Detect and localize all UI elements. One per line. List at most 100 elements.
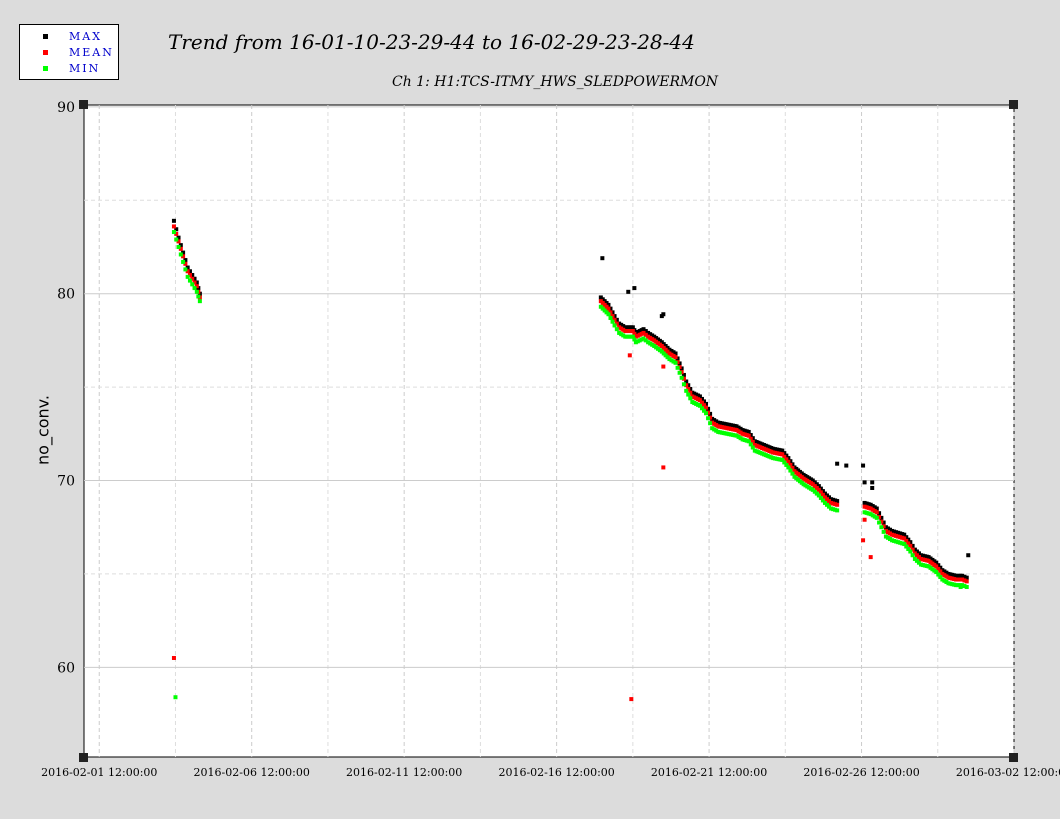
max-outlier-point	[870, 485, 875, 490]
max-point	[178, 243, 183, 248]
mean-point	[964, 579, 969, 584]
min-point	[910, 553, 915, 558]
min-point	[954, 583, 959, 588]
mean-point	[744, 433, 749, 438]
mean-point	[862, 504, 867, 509]
mean-point	[679, 370, 684, 375]
mean-point	[962, 578, 967, 583]
mean-point	[902, 536, 907, 541]
max-point	[864, 501, 869, 506]
max-point	[888, 527, 892, 532]
max-outlier-point	[632, 286, 637, 291]
mean-point	[940, 571, 945, 576]
mean-point	[914, 553, 919, 558]
mean-point	[686, 386, 691, 391]
max-point	[194, 280, 199, 285]
max-point	[699, 396, 704, 401]
max-point	[862, 500, 867, 505]
mean-point	[780, 452, 785, 457]
mean-point	[896, 534, 901, 539]
mean-point	[835, 502, 840, 507]
max-point	[677, 361, 682, 366]
min-point	[812, 489, 817, 494]
mean-point	[675, 360, 680, 365]
mean-point	[879, 519, 884, 524]
mean-point	[650, 337, 655, 342]
max-point	[679, 366, 684, 371]
max-point	[714, 419, 719, 424]
max-point	[818, 486, 823, 491]
mean-point	[643, 332, 648, 337]
mean-point	[740, 431, 745, 436]
y-tick-label: 80	[57, 287, 75, 303]
mean-outlier-point	[661, 364, 666, 369]
min-point	[621, 333, 626, 338]
min-point	[962, 584, 967, 589]
mean-point	[187, 273, 192, 278]
max-point	[892, 529, 897, 534]
mean-outlier-point	[661, 465, 666, 470]
mean-point	[677, 365, 682, 370]
min-point	[912, 556, 917, 561]
min-point	[194, 289, 199, 294]
max-point	[902, 532, 907, 537]
legend-label-max: MAX	[69, 30, 103, 43]
min-point	[686, 392, 691, 397]
mean-outlier-point	[171, 655, 176, 660]
max-point	[908, 540, 913, 545]
x-tick-label: 2016-02-21 12:00:00	[651, 766, 767, 779]
min-point	[881, 529, 886, 534]
min-point	[940, 577, 945, 582]
max-point	[883, 525, 888, 530]
min-point	[862, 510, 867, 515]
mean-outlier-point	[629, 697, 634, 702]
max-point	[812, 480, 817, 485]
mean-point	[831, 501, 836, 506]
x-tick-label: 2016-02-16 12:00:00	[498, 766, 614, 779]
mean-point	[786, 459, 791, 464]
min-point	[606, 312, 611, 317]
mean-point	[942, 573, 947, 578]
mean-point	[788, 462, 793, 467]
min-point	[740, 437, 745, 442]
min-point	[675, 365, 680, 370]
max-outlier-point	[835, 461, 840, 466]
max-point	[704, 401, 709, 406]
min-point	[944, 580, 949, 585]
min-point	[648, 341, 653, 346]
min-point	[190, 282, 195, 287]
mean-point	[829, 500, 834, 505]
max-point	[780, 448, 785, 453]
max-point	[612, 314, 617, 319]
min-point	[780, 457, 785, 462]
min-point	[677, 370, 682, 375]
min-point	[790, 471, 795, 476]
mean-point	[833, 502, 838, 507]
mean-point	[944, 574, 949, 579]
mean-point	[704, 405, 709, 410]
max-point	[904, 535, 909, 540]
mean-point	[820, 492, 825, 497]
max-point	[835, 499, 840, 504]
max-point	[746, 429, 751, 434]
mean-point	[904, 538, 909, 543]
mean-point	[954, 577, 959, 582]
max-point	[748, 433, 753, 438]
max-point	[944, 570, 949, 575]
max-point	[898, 531, 903, 536]
min-point	[697, 403, 702, 408]
mean-point	[174, 231, 179, 236]
min-point	[646, 340, 651, 345]
max-point	[712, 418, 717, 423]
max-point	[190, 273, 195, 278]
max-point	[608, 306, 613, 311]
y-axis-label: no_conv.	[33, 395, 53, 465]
max-point	[614, 317, 619, 322]
max-point	[641, 327, 646, 332]
mean-point	[934, 564, 939, 569]
plot-area	[83, 104, 1015, 758]
mean-point	[702, 403, 706, 408]
min-point	[818, 495, 823, 500]
max-point	[814, 482, 819, 487]
